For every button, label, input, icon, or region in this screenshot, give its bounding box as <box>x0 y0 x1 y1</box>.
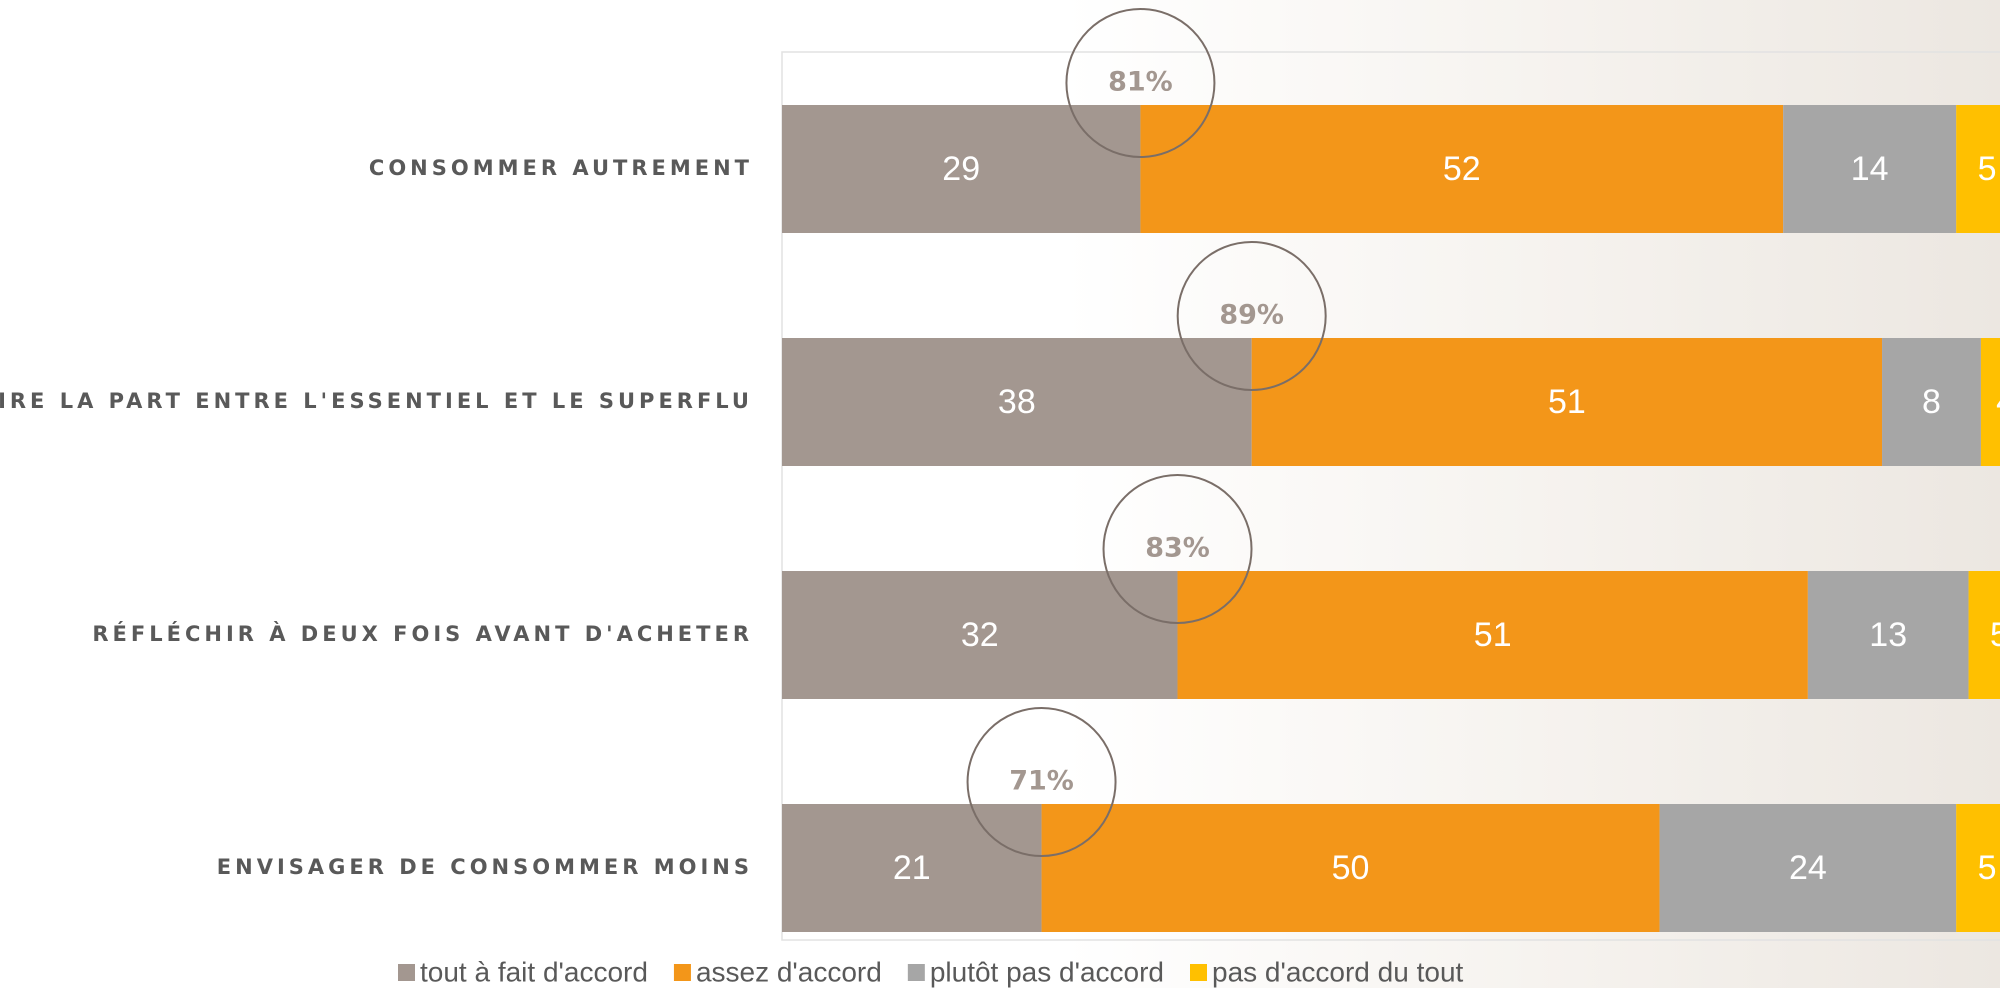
category-label: ENVISAGER DE CONSOMMER MOINS <box>217 855 753 879</box>
total-label: 81% <box>1108 67 1173 98</box>
data-label: 14 <box>1851 150 1889 188</box>
data-label: 51 <box>1474 616 1512 654</box>
legend-swatch <box>398 964 415 981</box>
legend-swatch <box>1190 964 1207 981</box>
data-label: 5 <box>1990 616 2000 654</box>
data-label: 52 <box>1443 150 1481 188</box>
data-label: 13 <box>1869 616 1907 654</box>
total-label: 71% <box>1009 766 1074 797</box>
legend-label: tout à fait d'accord <box>420 956 648 987</box>
data-label: 5 <box>1978 849 1997 887</box>
legend-label: pas d'accord du tout <box>1212 956 1464 987</box>
category-label: FAIRE LA PART ENTRE L'ESSENTIEL ET LE SU… <box>0 389 753 413</box>
data-label: 24 <box>1789 849 1827 887</box>
category-label: RÉFLÉCHIR À DEUX FOIS AVANT D'ACHETER <box>92 621 753 646</box>
data-label: 21 <box>893 849 931 887</box>
total-label: 83% <box>1145 533 1210 564</box>
data-label: 5 <box>1978 150 1997 188</box>
data-label: 32 <box>961 616 999 654</box>
data-label: 51 <box>1548 383 1586 421</box>
data-label: 4 <box>1996 383 2000 421</box>
total-label: 89% <box>1219 300 1284 331</box>
data-label: 29 <box>942 150 980 188</box>
legend-label: plutôt pas d'accord <box>930 956 1164 987</box>
legend-swatch <box>908 964 925 981</box>
chart: CONSOMMER AUTREMENT295214581%FAIRE LA PA… <box>0 0 2000 988</box>
category-label: CONSOMMER AUTREMENT <box>369 156 753 180</box>
data-label: 38 <box>998 383 1036 421</box>
legend-swatch <box>674 964 691 981</box>
data-label: 8 <box>1922 383 1941 421</box>
data-label: 50 <box>1332 849 1370 887</box>
legend-label: assez d'accord <box>696 956 882 987</box>
